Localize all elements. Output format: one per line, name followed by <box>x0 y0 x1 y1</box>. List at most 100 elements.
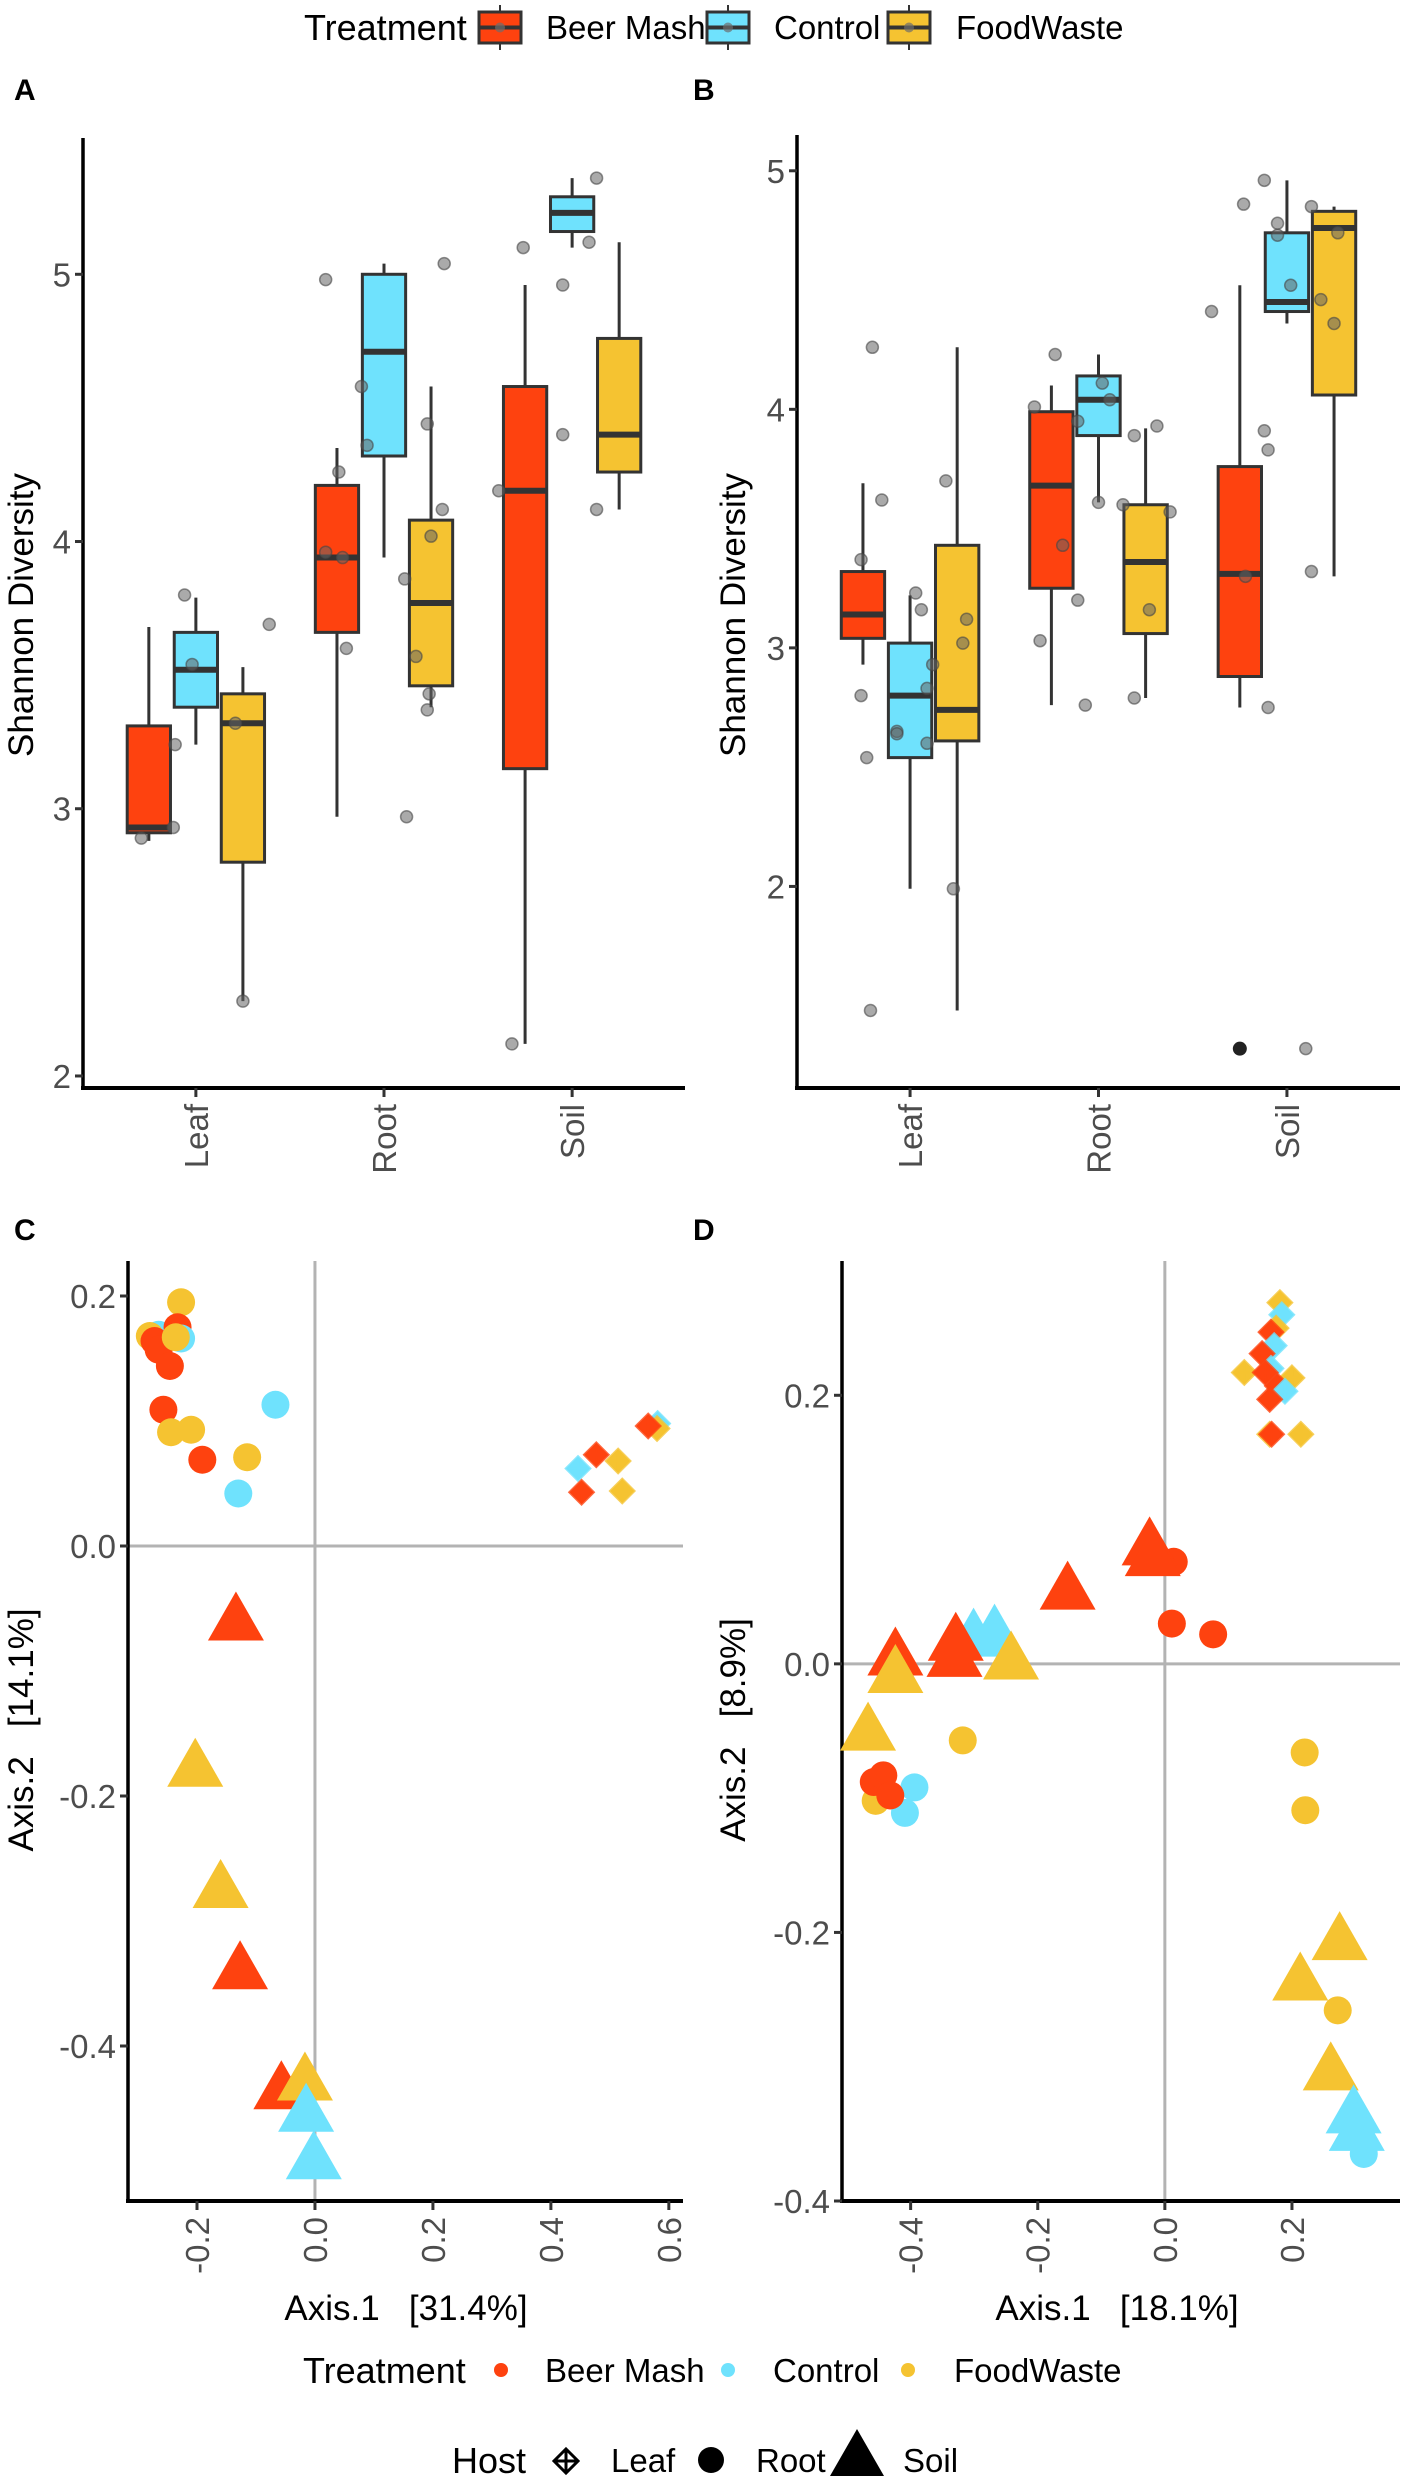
point-soil-foodwaste <box>867 1643 924 1693</box>
x-tick-label-leaf: Leaf <box>892 1103 929 1168</box>
panel-label-b: B <box>693 74 715 107</box>
x-tick-label--0-2: -0.2 <box>179 2217 216 2274</box>
panel-a: 2 3 4 5 Leaf Root Soil <box>53 138 685 1174</box>
box-rect <box>596 336 643 474</box>
jitter-point <box>875 493 889 507</box>
jitter-point <box>908 586 923 600</box>
point-root-beer-mash <box>149 1395 178 1424</box>
jitter-point <box>589 502 604 517</box>
box-root-foodwaste <box>1122 428 1169 698</box>
x-tick-label-root: Root <box>1081 1104 1118 1174</box>
jitter-point <box>424 529 438 543</box>
jitter-point <box>914 602 929 617</box>
x-tick-label-0-4: 0.4 <box>533 2217 570 2263</box>
point-leaf-foodwaste <box>1287 1420 1315 1448</box>
y-tick-label: 0.0 <box>70 1528 116 1565</box>
jitter-point <box>1304 199 1319 214</box>
box-soil-beer-mash <box>501 284 549 1044</box>
point-root-beer-mash <box>1199 1620 1228 1649</box>
box-rect <box>501 385 549 771</box>
top-legend-label-beer-mash: Beer Mash <box>546 9 706 46</box>
point-root-control <box>900 1773 929 1802</box>
jitter-point <box>1116 497 1130 512</box>
legend-dot-foodwaste <box>901 2363 915 2377</box>
legend-key-box-control <box>705 5 751 50</box>
jitter-point <box>1071 593 1085 607</box>
panel-d: -0.4 -0.2 0.0 0.2 -0.4 -0.2 0.0 0.2 <box>773 1261 1400 2274</box>
jitter-point <box>956 636 970 650</box>
jitter-point <box>865 340 880 355</box>
jitter-point <box>920 736 934 751</box>
y-tick-label: 3 <box>53 791 71 828</box>
outlier-point <box>1232 1041 1247 1056</box>
y-tick-label: -0.4 <box>59 2028 116 2065</box>
x-tick-label-soil: Soil <box>554 1104 591 1159</box>
leaf-diamond-plus-icon <box>551 2446 581 2476</box>
jitter-point <box>318 272 333 287</box>
legend-label-leaf: Leaf <box>611 2442 676 2479</box>
jitter-point <box>168 737 182 752</box>
jitter-point <box>854 552 868 567</box>
point-leaf-beer-mash <box>1257 1420 1286 1448</box>
jitter-point <box>1204 304 1219 319</box>
point-leaf-beer-mash <box>582 1440 611 1469</box>
box-rect <box>1028 410 1075 590</box>
y-tick-label: 4 <box>53 524 71 561</box>
jitter-point <box>589 171 604 185</box>
point-leaf-foodwaste <box>608 1477 637 1505</box>
jitter-point <box>492 483 506 498</box>
box-rect <box>125 724 172 835</box>
jitter-point <box>1150 419 1164 433</box>
panel-label-a: A <box>14 74 36 107</box>
jitter-point <box>1078 698 1093 712</box>
point-soil-control <box>1328 2101 1385 2151</box>
root-circle-icon <box>698 2447 724 2473</box>
jitter-point <box>939 474 953 488</box>
jitter-point <box>236 994 250 1008</box>
point-soil-beer-mash <box>1039 1560 1096 1610</box>
jitter-point <box>1033 633 1047 648</box>
point-root-control <box>261 1390 290 1419</box>
point-soil-foodwaste <box>192 1859 249 1908</box>
x-tick-label--0-2: -0.2 <box>1020 2217 1057 2274</box>
y-tick-label: 0.0 <box>784 1646 830 1683</box>
box-leaf-control <box>172 597 220 745</box>
y-tick-label: 5 <box>53 256 71 293</box>
point-soil-foodwaste <box>276 2051 333 2101</box>
jitter-point <box>1238 569 1253 584</box>
legend-key-box-foodwaste <box>886 5 932 50</box>
box-leaf-foodwaste <box>934 347 981 1011</box>
point-root-beer-mash <box>188 1445 217 1474</box>
point-root-beer-mash <box>155 1352 184 1380</box>
soil-triangle-icon <box>830 2429 884 2476</box>
panel-b: 2 3 4 5 Leaf Root Soil <box>767 135 1400 1174</box>
point-soil-control <box>278 2082 335 2132</box>
box-soil-control <box>1263 180 1311 324</box>
jitter-point <box>1257 424 1272 438</box>
point-root-foodwaste <box>167 1288 196 1317</box>
treatment-legend-title: Treatment <box>303 2350 466 2391</box>
panel-c-x-axis-title: Axis.1 [31.4%] <box>284 2289 527 2328</box>
host-legend-title: Host <box>452 2440 526 2480</box>
point-leaf-control <box>564 1454 592 1483</box>
box-root-control <box>1075 354 1122 503</box>
y-tick-label: 2 <box>767 868 785 905</box>
top-legend: Treatment Beer Mash Control FoodWaste <box>304 5 1124 50</box>
legend-label-root: Root <box>756 2442 826 2479</box>
box-leaf-foodwaste <box>219 667 267 1002</box>
point <box>495 22 505 33</box>
jitter-point <box>166 820 181 835</box>
y-tick-label: -0.2 <box>773 1914 830 1951</box>
jitter-point <box>1142 602 1157 617</box>
y-tick-label: 0.2 <box>70 1278 116 1315</box>
jitter-point <box>1327 316 1341 331</box>
jitter-point <box>1048 347 1062 362</box>
top-legend-label-control: Control <box>774 9 880 46</box>
jitter-point <box>437 256 451 271</box>
box-root-beer-mash <box>1028 385 1075 706</box>
jitter-point <box>946 882 961 896</box>
x-tick-label-root: Root <box>366 1104 403 1174</box>
x-tick-label--0-4: -0.4 <box>893 2217 930 2274</box>
jitter-point <box>1304 564 1319 579</box>
